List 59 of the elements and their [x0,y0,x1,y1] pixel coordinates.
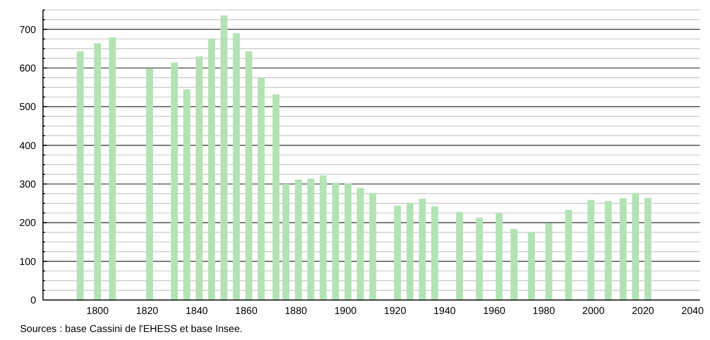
bar [208,38,216,300]
bar [282,184,290,300]
bar [510,228,518,300]
bar [587,200,594,300]
bar [94,43,102,300]
x-tick-label: 1840 [186,306,208,317]
source-note: Sources : base Cassini de l'EHESS et base Insee. [20,324,243,335]
bar [632,192,640,300]
bar [220,15,228,300]
y-tick-label: 200 [19,218,36,230]
bar [604,201,612,300]
bar [146,68,154,300]
bar [545,223,552,300]
bar [245,51,252,300]
y-tick-label: 0 [30,296,36,306]
bar [476,218,483,300]
bar [356,188,364,300]
x-tick-label: 1820 [136,306,159,317]
bar [258,78,265,300]
bar [294,180,302,300]
bar [344,184,352,300]
bar [170,62,178,300]
bar [496,213,503,300]
bar [183,89,190,300]
x-tick-label: 2040 [681,306,704,317]
y-tick-label: 600 [19,64,36,74]
y-tick-label: 300 [19,180,36,190]
y-tick-label: 100 [19,256,36,268]
bar [332,182,340,300]
bar [620,198,627,300]
bar [394,206,402,300]
x-tick-label: 2020 [632,306,655,317]
bar [108,37,116,300]
bar [528,232,535,300]
y-tick-label: 500 [19,102,36,114]
y-tick-label: 700 [19,24,36,36]
bar [76,51,84,300]
x-tick-label: 1980 [532,306,556,317]
bar [456,212,463,300]
bar [196,56,203,300]
x-tick-label: 1800 [86,306,110,317]
x-tick-label: 1880 [284,306,308,317]
bar [307,178,314,300]
bar [565,210,572,300]
x-tick-label: 1900 [334,306,358,317]
x-tick-label: 1940 [434,306,456,317]
x-tick-label: 1920 [384,306,407,317]
bar [272,94,280,300]
bar [406,202,414,300]
x-tick-label: 1960 [483,306,506,317]
bar [644,198,652,300]
bar [418,198,426,300]
y-tick-label: 400 [19,140,36,152]
x-tick-label: 2000 [582,306,605,317]
bar [431,206,438,300]
bar [320,175,327,300]
bar [369,192,376,300]
bar [232,33,240,300]
x-tick-label: 1860 [235,306,258,317]
